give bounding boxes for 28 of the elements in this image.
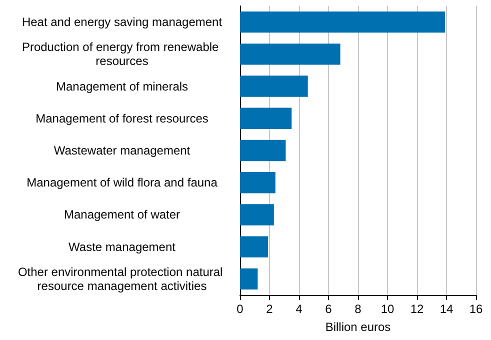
x-tick-label: 10 bbox=[380, 302, 394, 316]
y-tick-label: Management of forest resources bbox=[36, 111, 208, 126]
bar bbox=[240, 108, 292, 129]
bar bbox=[240, 11, 446, 33]
bar bbox=[240, 44, 340, 65]
x-tick-label: 16 bbox=[469, 302, 483, 316]
bar bbox=[240, 140, 286, 162]
x-tick-label: 0 bbox=[236, 302, 244, 316]
x-tick-label: 14 bbox=[440, 302, 454, 316]
bar bbox=[240, 204, 274, 226]
bar bbox=[240, 268, 258, 290]
x-tick-label: 2 bbox=[266, 302, 274, 316]
y-tick-label: Production of energy from renewable resources bbox=[22, 40, 222, 68]
y-tick-label: Waste management bbox=[68, 240, 176, 254]
x-tick-label: 4 bbox=[296, 302, 303, 316]
bar bbox=[240, 76, 308, 97]
bar bbox=[240, 236, 268, 258]
x-axis-title: Billion euros bbox=[325, 320, 391, 334]
x-tick-label: 6 bbox=[325, 302, 332, 316]
y-tick-label: Management of minerals bbox=[56, 79, 188, 94]
y-tick-label: Management of wild flora and fauna bbox=[26, 176, 218, 190]
y-tick-label: Heat and energy saving management bbox=[22, 15, 223, 30]
x-tick-label: 12 bbox=[410, 302, 424, 316]
bar bbox=[240, 172, 276, 194]
y-tick-label: Other environmental protection natural resource management activities bbox=[18, 264, 226, 293]
y-tick-label: Management of water bbox=[64, 208, 180, 222]
y-tick-label: Wastewater management bbox=[54, 144, 191, 158]
x-tick-label: 8 bbox=[354, 302, 362, 316]
